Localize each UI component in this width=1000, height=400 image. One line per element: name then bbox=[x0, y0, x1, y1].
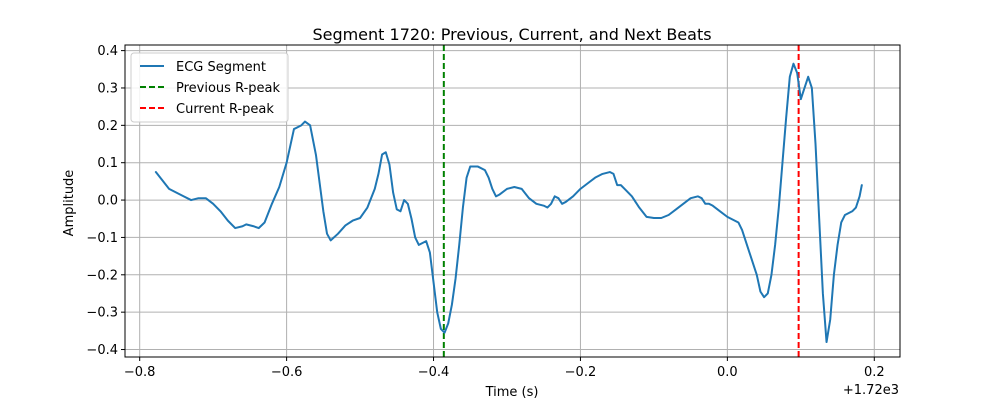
y-tick-label: −0.2 bbox=[86, 268, 118, 283]
x-axis-offset-label: +1.72e3 bbox=[843, 383, 899, 398]
ticks-layer: −0.8 −0.6 −0.4 −0.2 0.0 0.2 −0.4 −0.3 −0.2 −0.1 0.… bbox=[86, 44, 884, 380]
legend-label-ecg-segment: ECG Segment bbox=[176, 60, 266, 75]
chart-title: Segment 1720: Previous, Current, and Nex… bbox=[312, 25, 711, 44]
legend-box bbox=[130, 52, 289, 123]
y-tick-label: 0.1 bbox=[97, 156, 118, 171]
x-tick-label: −0.6 bbox=[271, 365, 303, 380]
y-tick-label: 0.4 bbox=[97, 44, 118, 59]
y-tick-label: −0.1 bbox=[86, 231, 118, 246]
legend-label-current-r-peak: Current R-peak bbox=[176, 102, 274, 117]
legend-label-previous-r-peak: Previous R-peak bbox=[176, 81, 280, 96]
legend: ECG Segment Previous R-peak Current R-pe… bbox=[130, 52, 289, 123]
y-tick-label: 0.2 bbox=[97, 119, 118, 134]
x-tick-label: −0.4 bbox=[418, 365, 450, 380]
x-tick-label: −0.8 bbox=[124, 365, 156, 380]
y-tick-label: 0.3 bbox=[97, 81, 118, 96]
x-tick-label: 0.2 bbox=[864, 365, 885, 380]
series-line-ecg-segment bbox=[154, 62, 863, 344]
y-tick-label: −0.3 bbox=[86, 306, 118, 321]
series-layer bbox=[154, 62, 863, 344]
y-tick-label: −0.4 bbox=[86, 343, 118, 358]
x-tick-label: −0.2 bbox=[565, 365, 597, 380]
y-tick-label: 0.0 bbox=[97, 194, 118, 209]
x-tick-label: 0.0 bbox=[717, 365, 738, 380]
x-axis-label: Time (s) bbox=[485, 385, 539, 400]
plot-frame bbox=[124, 44, 901, 358]
reference-lines-layer bbox=[442, 45, 800, 357]
y-axis-label: Amplitude bbox=[62, 170, 77, 237]
axes-layer bbox=[124, 44, 901, 358]
